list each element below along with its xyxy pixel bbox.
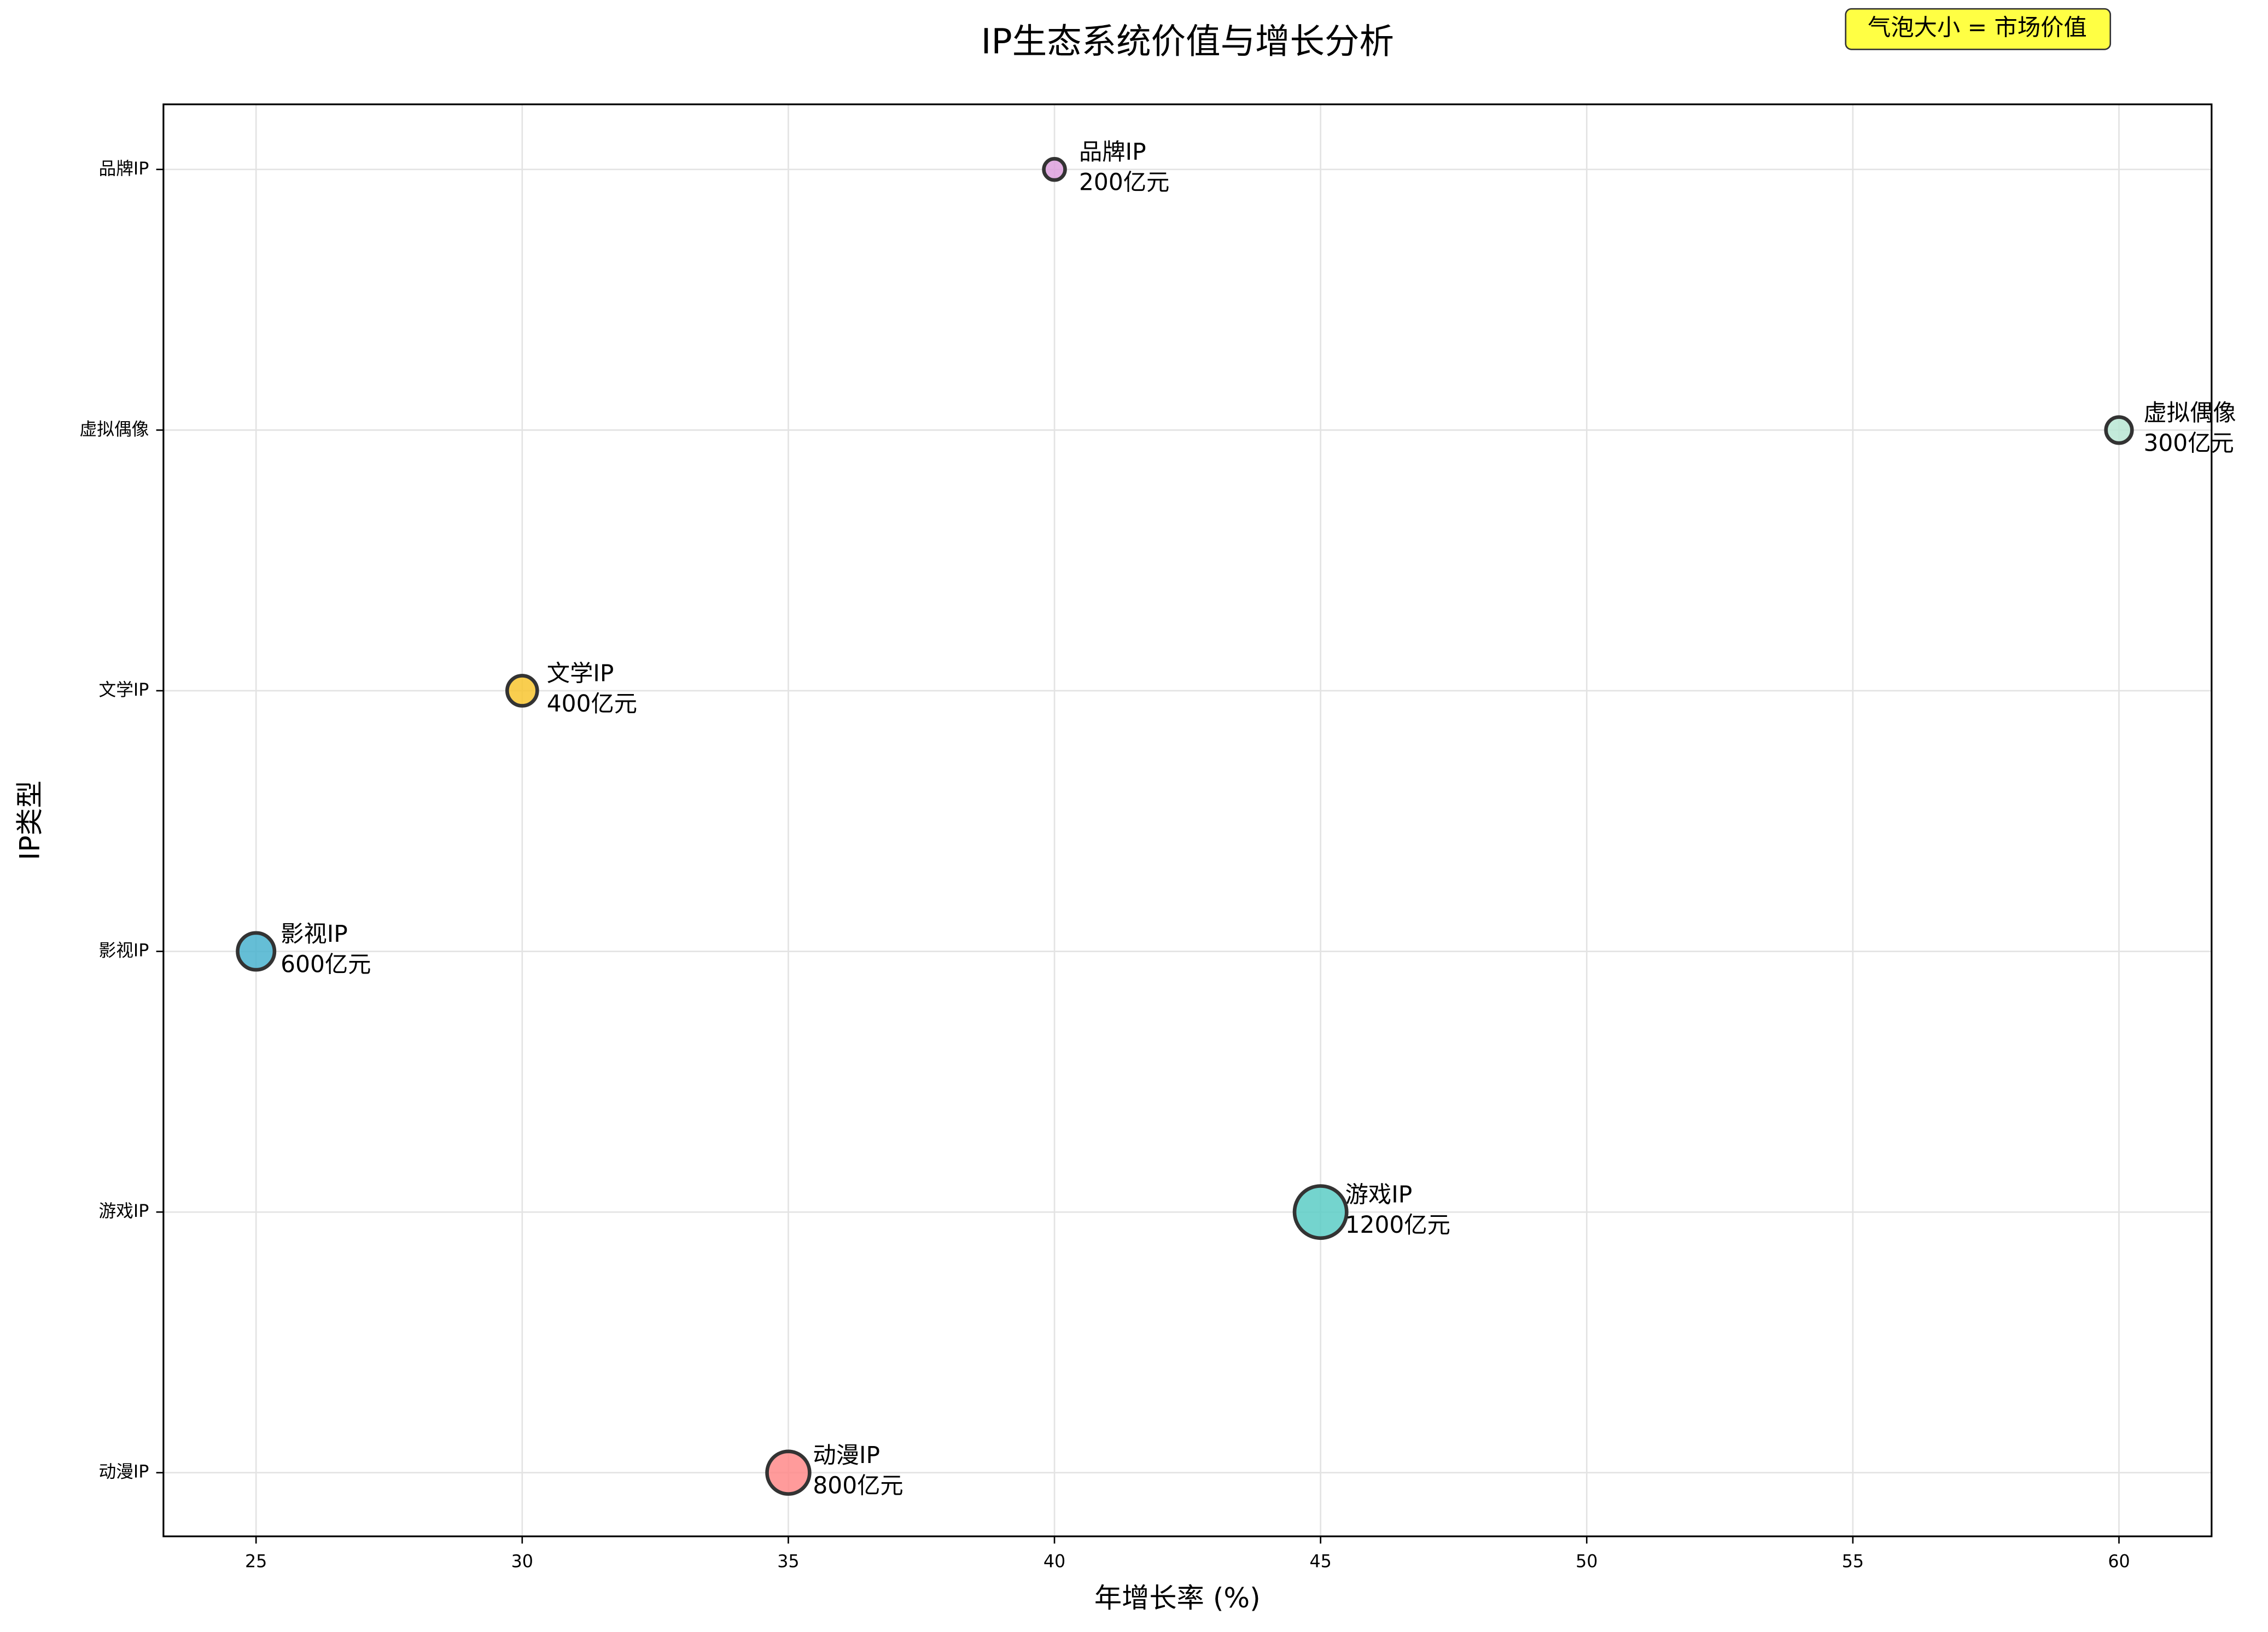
annotation: 气泡大小 = 市场价值 — [1868, 14, 2087, 41]
x-tick-label: 55 — [1842, 1552, 1864, 1572]
bubble-label-name: 品牌IP — [1079, 138, 1146, 165]
bubble — [765, 1449, 812, 1496]
x-tick-label: 30 — [511, 1552, 533, 1572]
y-tick-label: 品牌IP — [98, 159, 149, 179]
y-axis-label: IP类型 — [14, 780, 46, 860]
bubble — [505, 674, 539, 708]
x-tick-label: 45 — [1309, 1552, 1331, 1572]
bubble — [2104, 415, 2134, 445]
y-tick-label: 虚拟偶像 — [80, 419, 149, 439]
annotation-box — [1845, 8, 2112, 50]
bubble-label-name: 虚拟偶像 — [2143, 399, 2236, 426]
bubble-label-name: 文学IP — [547, 660, 614, 686]
bubble-label-value: 200亿元 — [1079, 169, 1169, 196]
y-tick-label: 影视IP — [98, 941, 149, 961]
bubble-label-value: 600亿元 — [281, 951, 371, 977]
bubble-label-name: 游戏IP — [1345, 1181, 1413, 1208]
x-tick-label: 40 — [1043, 1552, 1065, 1572]
x-tick-label: 60 — [2108, 1552, 2130, 1572]
bubble-label-value: 300亿元 — [2143, 429, 2234, 456]
x-tick-label: 50 — [1576, 1552, 1597, 1572]
bubble — [1292, 1184, 1349, 1240]
x-tick-label: 25 — [245, 1552, 267, 1572]
y-tick-label: 游戏IP — [98, 1202, 149, 1221]
y-tick-label: 动漫IP — [98, 1462, 149, 1482]
bubble-label-name: 影视IP — [281, 920, 348, 947]
plot-frame — [162, 103, 2213, 1537]
bubble — [236, 931, 277, 972]
x-tick-label: 35 — [777, 1552, 799, 1572]
bubble-label-name: 动漫IP — [813, 1442, 880, 1468]
bubble-label-value: 800亿元 — [813, 1472, 903, 1499]
x-axis-label: 年增长率 (%) — [1094, 1582, 1261, 1614]
bubble-label-value: 400亿元 — [547, 690, 637, 717]
chart-title: IP生态系统价值与增长分析 — [981, 21, 1394, 61]
bubble-label-value: 1200亿元 — [1345, 1211, 1450, 1238]
plot-area: 25 30 35 40 45 50 55 60 动漫IP 游戏IP 影视IP 文学IP 虚拟偶像 品牌IP… — [80, 104, 2236, 1572]
bubble — [1042, 157, 1067, 182]
y-tick-label: 文学IP — [98, 680, 149, 700]
